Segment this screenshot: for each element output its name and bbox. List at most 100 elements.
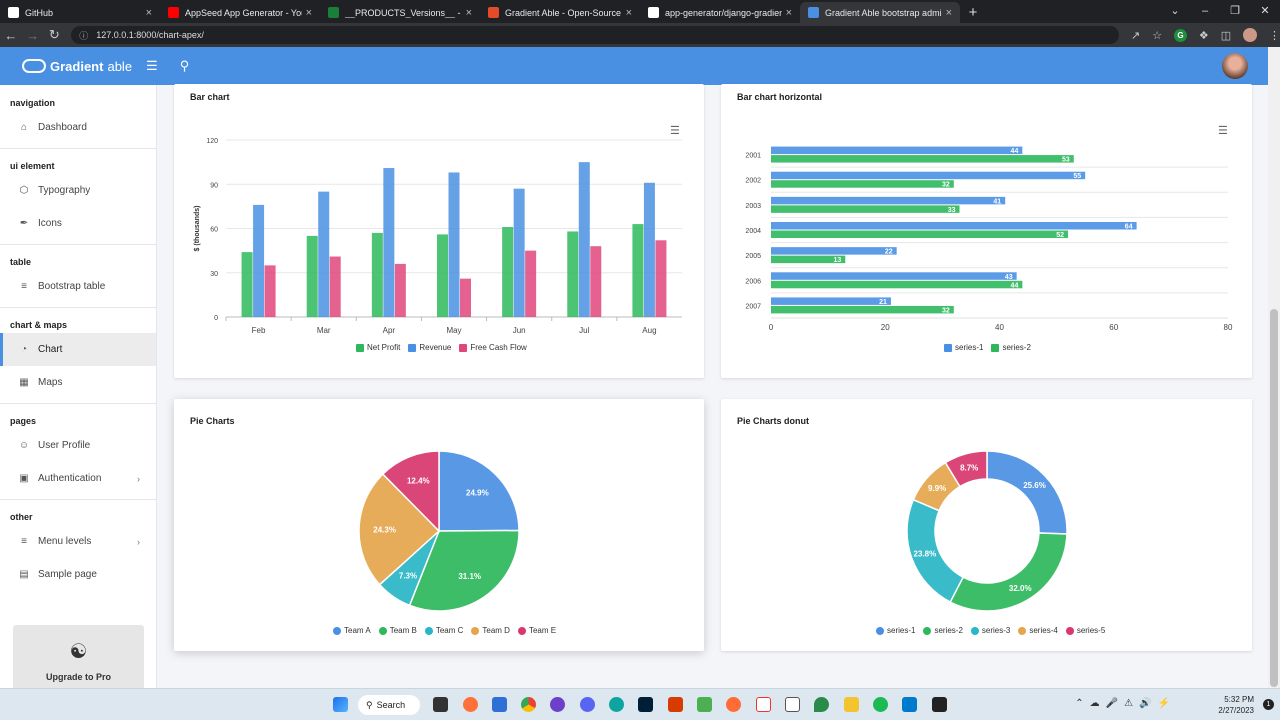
discord-icon[interactable]	[580, 697, 595, 712]
browser-tab[interactable]: Gradient Able - Open-Source Django×	[480, 2, 640, 23]
search-icon[interactable]: ⚲	[179, 58, 190, 73]
bar-revenue[interactable]	[643, 182, 655, 317]
sidebar-item-bootstrap-table[interactable]: ≡ Bootstrap table	[0, 270, 156, 303]
minimize-icon[interactable]: –	[1201, 5, 1209, 17]
slice-series-1[interactable]	[986, 450, 1068, 535]
bar-revenue[interactable]	[448, 172, 460, 317]
new-tab-button[interactable]: +	[968, 4, 978, 21]
vscode-icon[interactable]	[902, 697, 917, 712]
sidebar-item-chart[interactable]: ◔ Chart	[0, 333, 156, 366]
legend-item[interactable]: Net Profit	[356, 343, 400, 352]
chart-menu-icon[interactable]: ☰	[670, 125, 680, 137]
github-desktop-icon[interactable]	[550, 697, 565, 712]
slice-team-e[interactable]	[381, 450, 440, 533]
bar-net-profit[interactable]	[502, 227, 514, 317]
bar-revenue[interactable]	[383, 168, 395, 317]
bar-net-profit[interactable]	[567, 231, 579, 317]
sidebar-item-menu-levels[interactable]: ≡ Menu levels ›	[0, 525, 156, 558]
edge-icon[interactable]	[609, 697, 624, 712]
sidebar-item-typography[interactable]: ⬡ Typography	[0, 174, 156, 207]
bar-series-2[interactable]	[771, 155, 1074, 163]
sidebar-item-user-profile[interactable]: ☺ User Profile	[0, 429, 156, 462]
slice-series-5[interactable]	[944, 450, 988, 488]
tab-close-icon[interactable]: ×	[305, 6, 312, 19]
windows-start-icon[interactable]	[333, 697, 348, 712]
browser-tab[interactable]: app-generator/django-gradient-able×	[640, 2, 800, 23]
system-tray-icons[interactable]: ⌃☁🎤⚠🔊⚡	[1075, 698, 1176, 709]
chrome-icon[interactable]	[521, 697, 536, 712]
firefox-icon[interactable]	[463, 697, 478, 712]
bar-free-cash-flow[interactable]	[525, 250, 537, 317]
tab-close-icon[interactable]: ×	[465, 6, 472, 19]
sidebar-item-dashboard[interactable]: ⌂ Dashboard	[0, 111, 156, 144]
bar-net-profit[interactable]	[632, 224, 644, 317]
tab-close-icon[interactable]: ×	[785, 6, 792, 19]
slice-team-b[interactable]	[408, 529, 520, 612]
legend-item[interactable]: series-5	[1065, 626, 1105, 635]
bar-revenue[interactable]	[318, 191, 330, 317]
sidebar-item-maps[interactable]: ▦ Maps	[0, 366, 156, 399]
sidebar-item-authentication[interactable]: ▣ Authentication ›	[0, 462, 156, 495]
legend-item[interactable]: series-2	[923, 626, 963, 635]
legend-item[interactable]: Team B	[378, 626, 417, 635]
chevron-down-icon[interactable]: ⌄	[1170, 5, 1180, 17]
grammarly-extension-icon[interactable]: G	[1174, 28, 1187, 42]
notification-badge[interactable]: 1	[1263, 699, 1274, 710]
bar-net-profit[interactable]	[241, 252, 253, 317]
bar-series-2[interactable]	[771, 280, 1023, 289]
bar-series-1[interactable]	[771, 146, 1023, 155]
quality-icon[interactable]	[756, 697, 771, 712]
bar-free-cash-flow[interactable]	[590, 246, 602, 317]
legend-item[interactable]: Team E	[517, 626, 556, 635]
share-icon[interactable]: ↗	[1130, 29, 1141, 42]
bookmark-star-icon[interactable]: ☆	[1152, 29, 1163, 42]
maps-pin-icon[interactable]	[814, 697, 829, 712]
bar-series-2[interactable]	[771, 180, 954, 188]
extensions-puzzle-icon[interactable]: ❖	[1198, 29, 1209, 42]
slice-series-2[interactable]	[949, 532, 1068, 612]
taskbar-clock[interactable]: 5:32 PM 2/27/2023	[1218, 694, 1254, 716]
notepad-icon[interactable]	[697, 697, 712, 712]
chart-menu-icon[interactable]: ☰	[1218, 125, 1228, 137]
browser-tab[interactable]: __PRODUCTS_Versions__ - Google Sheets×	[320, 2, 480, 23]
app-logo[interactable]: Gradient able	[22, 59, 132, 74]
hamburger-menu-icon[interactable]: ☰	[146, 58, 158, 73]
legend-item[interactable]: series-3	[970, 626, 1010, 635]
page-scrollbar[interactable]	[1268, 47, 1280, 688]
tab-close-icon[interactable]: ×	[945, 6, 952, 19]
bar-net-profit[interactable]	[306, 235, 318, 317]
bar-series-2[interactable]	[771, 205, 960, 213]
bar-free-cash-flow[interactable]	[460, 278, 471, 317]
bar-net-profit[interactable]	[371, 232, 383, 317]
file-explorer-icon[interactable]	[844, 697, 859, 712]
legend-item[interactable]: Team A	[333, 626, 371, 635]
bar-free-cash-flow[interactable]	[329, 256, 341, 317]
photoshop-icon[interactable]	[638, 697, 653, 712]
bar-series-2[interactable]	[771, 230, 1069, 239]
spotify-icon[interactable]	[873, 697, 888, 712]
bar-series-2[interactable]	[771, 305, 954, 314]
legend-item[interactable]: series-2	[991, 343, 1031, 352]
legend-item[interactable]: Revenue	[408, 343, 451, 352]
legend-item[interactable]: series-4	[1018, 626, 1058, 635]
reload-icon[interactable]: ↻	[48, 27, 60, 42]
bar-series-1[interactable]	[771, 171, 1086, 180]
slice-team-a[interactable]	[438, 450, 520, 532]
browser-tab[interactable]: Gradient Able bootstrap admin template×	[800, 2, 960, 23]
terminal-icon[interactable]	[932, 697, 947, 712]
bar-revenue[interactable]	[578, 162, 590, 317]
bar-free-cash-flow[interactable]	[655, 240, 667, 317]
azure-icon[interactable]	[492, 697, 507, 712]
legend-item[interactable]: Free Cash Flow	[459, 343, 527, 352]
browser-profile-avatar[interactable]	[1243, 28, 1258, 42]
upgrade-to-pro-card[interactable]: ☯ Upgrade to Pro	[13, 625, 144, 688]
bar-series-1[interactable]	[771, 297, 891, 305]
scrollbar-thumb[interactable]	[1270, 309, 1278, 687]
bar-revenue[interactable]	[513, 188, 525, 317]
bar-series-1[interactable]	[771, 222, 1137, 230]
close-window-icon[interactable]: ✕	[1260, 5, 1270, 17]
back-icon[interactable]: ←	[4, 27, 18, 43]
task-view-icon[interactable]	[433, 697, 448, 712]
url-input[interactable]: ⓘ 127.0.0.1:8000/chart-apex/	[71, 26, 1119, 44]
user-avatar[interactable]	[1222, 53, 1248, 79]
